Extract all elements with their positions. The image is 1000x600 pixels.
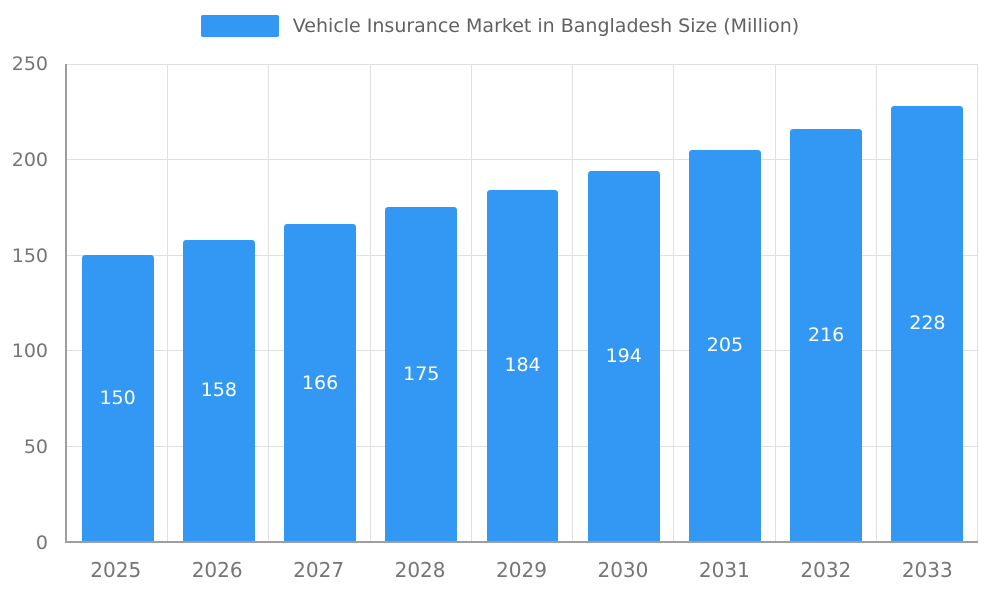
v-gridline-7 bbox=[774, 64, 776, 541]
bar-value-label: 166 bbox=[301, 371, 339, 394]
x-tick-label-2030: 2030 bbox=[597, 558, 649, 582]
bar-value-label: 228 bbox=[909, 312, 946, 335]
x-tick-label-2027: 2027 bbox=[293, 558, 345, 582]
bar-value-label: 175 bbox=[403, 363, 440, 386]
x-tick-label-2026: 2026 bbox=[191, 558, 243, 582]
y-tick-label-200: 200 bbox=[11, 148, 48, 171]
bar-value-label: 205 bbox=[706, 334, 744, 357]
v-gridline-3 bbox=[369, 64, 371, 541]
x-tick-label-2031: 2031 bbox=[698, 558, 750, 582]
bar-2025[interactable]: 150 bbox=[81, 254, 154, 541]
bar-2030[interactable]: 194 bbox=[587, 170, 660, 541]
chart-title: Vehicle Insurance Market in Bangladesh S… bbox=[292, 15, 800, 37]
y-tick-label-0: 0 bbox=[35, 532, 48, 554]
y-tick-label-50: 50 bbox=[23, 436, 48, 459]
bar-2032[interactable]: 216 bbox=[790, 128, 863, 541]
v-gridline-4 bbox=[470, 64, 472, 541]
y-axis: 0 50 100 150 200 250 bbox=[0, 53, 56, 554]
x-tick-label-2032: 2032 bbox=[800, 558, 852, 582]
v-gridline-2 bbox=[268, 64, 270, 541]
v-gridline-8 bbox=[875, 64, 877, 541]
y-tick-label-100: 100 bbox=[11, 340, 48, 363]
x-tick-label-2028: 2028 bbox=[394, 558, 446, 582]
plot-area: 150 158 166 175 184 194 205 216 228 bbox=[65, 64, 978, 543]
y-tick-label-150: 150 bbox=[11, 244, 48, 267]
v-gridline-6 bbox=[673, 64, 675, 541]
bar-2031[interactable]: 205 bbox=[689, 149, 761, 541]
v-gridline-5 bbox=[572, 64, 574, 541]
h-gridline-200 bbox=[67, 159, 978, 161]
y-tick-label-250: 250 bbox=[11, 53, 48, 75]
h-gridline-250 bbox=[67, 64, 978, 65]
bar-2027[interactable]: 166 bbox=[284, 224, 356, 541]
x-tick-label-2029: 2029 bbox=[496, 558, 547, 582]
x-axis: 2025 2026 2027 2028 2029 2030 2031 2032 2033 bbox=[65, 550, 978, 590]
bar-2029[interactable]: 184 bbox=[486, 189, 559, 541]
x-tick-label-2025: 2025 bbox=[90, 558, 142, 582]
bar-value-label: 216 bbox=[808, 323, 845, 346]
bar-value-label: 158 bbox=[200, 379, 237, 402]
bar-2026[interactable]: 158 bbox=[182, 239, 255, 541]
bar-2028[interactable]: 175 bbox=[385, 207, 458, 541]
bar-2033[interactable]: 228 bbox=[891, 105, 964, 541]
v-gridline-1 bbox=[167, 64, 169, 541]
bar-value-label: 184 bbox=[504, 354, 541, 377]
bar-value-label: 150 bbox=[99, 386, 136, 409]
v-gridline-9 bbox=[977, 64, 978, 541]
x-tick-label-2033: 2033 bbox=[901, 558, 953, 582]
chart-legend[interactable]: Vehicle Insurance Market in Bangladesh S… bbox=[0, 13, 1000, 39]
bar-value-label: 194 bbox=[605, 344, 642, 367]
legend-swatch[interactable] bbox=[200, 15, 279, 37]
